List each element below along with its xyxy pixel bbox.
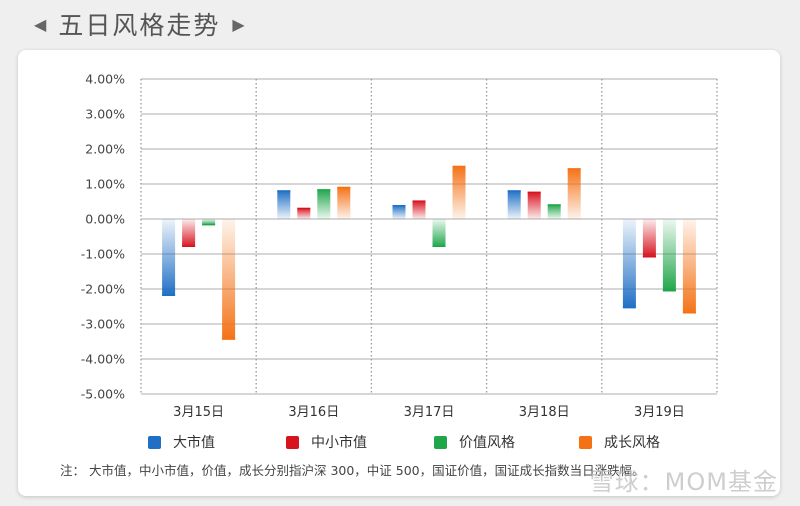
legend: 大市值 中小市值 价值风格 成长风格 xyxy=(148,432,717,452)
watermark: 雪球：MOM基金 xyxy=(589,468,778,496)
legend-item[interactable]: 价值风格 xyxy=(434,432,579,452)
y-tick-label: 1.00% xyxy=(85,177,125,192)
bar-edge xyxy=(682,312,696,314)
bar-edge xyxy=(222,338,236,340)
bar-edge xyxy=(182,245,196,247)
bar-edge xyxy=(277,190,291,192)
bar-edge xyxy=(337,186,351,189)
bar xyxy=(432,219,446,247)
footnote: 注： 大市值，中小市值，价值，成长分别指沪深 300，中证 500，国证价值，国… xyxy=(60,463,645,478)
bar xyxy=(527,191,541,219)
bar xyxy=(507,190,521,219)
bar xyxy=(222,219,236,340)
bar xyxy=(182,219,196,247)
legend-label: 中小市值 xyxy=(311,435,367,451)
bar-edge xyxy=(432,245,446,247)
bar-edge xyxy=(297,207,311,210)
bar xyxy=(682,219,696,314)
y-tick-label: -4.00% xyxy=(81,352,125,367)
chart-card xyxy=(18,50,780,496)
x-tick-label: 3月16日 xyxy=(288,405,339,420)
bar xyxy=(452,165,466,219)
y-tick-label: 2.00% xyxy=(85,142,125,157)
bar xyxy=(662,219,676,292)
x-tick-label: 3月18日 xyxy=(519,405,570,420)
bar-edge xyxy=(317,189,331,191)
bar xyxy=(392,205,406,219)
bar-edge xyxy=(662,289,676,292)
legend-label: 价值风格 xyxy=(459,435,515,451)
bar-edge xyxy=(622,306,636,309)
bar-edge xyxy=(507,190,521,192)
bar xyxy=(162,219,176,296)
x-tick-label: 3月15日 xyxy=(173,405,224,420)
bar-edge xyxy=(162,294,176,296)
next-arrow-icon[interactable]: ▶ xyxy=(232,14,245,34)
y-tick-label: -5.00% xyxy=(81,387,125,402)
title-bar: ◀ 五日风格走势 ▶ xyxy=(34,6,245,42)
bar-chart: 4.00% 3.00% 2.00% 1.00% 0.00% -1.00% -2.00% -3.… xyxy=(81,72,718,420)
legend-swatch-icon xyxy=(286,435,299,449)
legend-label: 大市值 xyxy=(173,435,215,451)
bar-edge xyxy=(642,256,656,258)
bar xyxy=(567,168,581,219)
y-tick-label: -2.00% xyxy=(81,282,125,297)
legend-item[interactable]: 大市值 xyxy=(148,432,286,452)
x-tick-label: 3月17日 xyxy=(404,405,455,420)
bar xyxy=(317,189,331,219)
legend-item[interactable]: 中小市值 xyxy=(286,432,434,452)
legend-swatch-icon xyxy=(148,435,161,449)
page-title: 五日风格走势 xyxy=(58,11,221,40)
bar xyxy=(277,190,291,219)
bar-edge xyxy=(202,223,216,226)
bar xyxy=(202,219,216,226)
bar xyxy=(337,186,351,219)
bar xyxy=(642,219,656,258)
y-tick-label: -1.00% xyxy=(81,247,125,262)
bar xyxy=(297,207,311,219)
bar xyxy=(412,200,426,219)
bar-edge xyxy=(547,204,561,206)
legend-swatch-icon xyxy=(579,435,592,449)
legend-label: 成长风格 xyxy=(604,435,660,451)
prev-arrow-icon[interactable]: ◀ xyxy=(34,14,47,34)
bar xyxy=(547,204,561,219)
y-tick-label: 0.00% xyxy=(85,212,125,227)
x-tick-label: 3月19日 xyxy=(634,405,685,420)
bar-edge xyxy=(452,165,466,168)
bar-edge xyxy=(567,168,581,170)
bar-edge xyxy=(392,205,406,207)
legend-item[interactable]: 成长风格 xyxy=(579,432,717,452)
bar xyxy=(622,219,636,309)
legend-swatch-icon xyxy=(434,435,447,449)
y-tick-label: -3.00% xyxy=(81,317,125,332)
bar-edge xyxy=(527,191,541,194)
y-tick-label: 4.00% xyxy=(85,72,125,87)
y-tick-label: 3.00% xyxy=(85,107,125,122)
bar-edge xyxy=(412,200,426,202)
